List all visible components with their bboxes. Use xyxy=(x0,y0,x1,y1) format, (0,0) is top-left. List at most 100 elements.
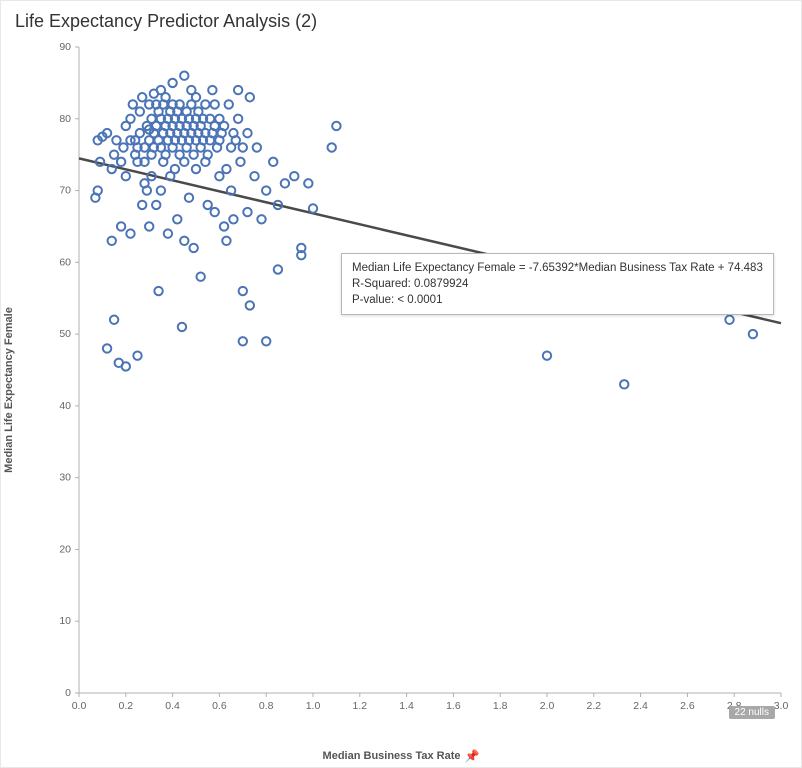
data-point[interactable] xyxy=(138,201,146,209)
data-point[interactable] xyxy=(243,208,251,216)
data-point[interactable] xyxy=(274,265,282,273)
svg-text:0.2: 0.2 xyxy=(118,700,133,712)
data-point[interactable] xyxy=(257,215,265,223)
svg-text:1.4: 1.4 xyxy=(399,700,414,712)
data-point[interactable] xyxy=(171,165,179,173)
data-point[interactable] xyxy=(117,158,125,166)
data-point[interactable] xyxy=(250,172,258,180)
data-point[interactable] xyxy=(332,122,340,130)
data-point[interactable] xyxy=(749,330,757,338)
data-point[interactable] xyxy=(122,362,130,370)
svg-text:2.6: 2.6 xyxy=(680,700,695,712)
nulls-badge[interactable]: 22 nulls xyxy=(729,706,775,719)
data-point[interactable] xyxy=(122,172,130,180)
data-point[interactable] xyxy=(253,143,261,151)
chart-container: Life Expectancy Predictor Analysis (2) M… xyxy=(0,0,802,768)
svg-text:10: 10 xyxy=(59,615,71,627)
data-point[interactable] xyxy=(180,237,188,245)
data-point[interactable] xyxy=(220,222,228,230)
regression-tooltip: Median Life Expectancy Female = -7.65392… xyxy=(341,253,774,315)
data-point[interactable] xyxy=(189,244,197,252)
svg-text:1.0: 1.0 xyxy=(306,700,321,712)
data-point[interactable] xyxy=(262,186,270,194)
data-point[interactable] xyxy=(239,143,247,151)
tooltip-equation: Median Life Expectancy Female = -7.65392… xyxy=(352,260,763,276)
svg-text:0.8: 0.8 xyxy=(259,700,274,712)
data-point[interactable] xyxy=(229,215,237,223)
data-point[interactable] xyxy=(157,186,165,194)
data-point[interactable] xyxy=(225,100,233,108)
data-point[interactable] xyxy=(133,351,141,359)
y-axis-label: Median Life Expectancy Female xyxy=(3,307,15,473)
svg-text:3.0: 3.0 xyxy=(774,700,789,712)
data-point[interactable] xyxy=(246,301,254,309)
data-point[interactable] xyxy=(189,150,197,158)
svg-text:2.0: 2.0 xyxy=(540,700,555,712)
data-point[interactable] xyxy=(108,237,116,245)
svg-text:1.8: 1.8 xyxy=(493,700,508,712)
data-point[interactable] xyxy=(725,316,733,324)
data-point[interactable] xyxy=(192,93,200,101)
data-point[interactable] xyxy=(239,287,247,295)
data-point[interactable] xyxy=(234,115,242,123)
data-point[interactable] xyxy=(110,150,118,158)
data-point[interactable] xyxy=(129,100,137,108)
data-point[interactable] xyxy=(154,287,162,295)
plot-area: 01020304050607080900.00.20.40.60.81.01.2… xyxy=(55,43,795,723)
data-point[interactable] xyxy=(126,229,134,237)
svg-text:1.6: 1.6 xyxy=(446,700,461,712)
data-point[interactable] xyxy=(204,201,212,209)
data-point[interactable] xyxy=(180,72,188,80)
tooltip-rsquared: R-Squared: 0.0879924 xyxy=(352,276,763,292)
data-point[interactable] xyxy=(269,158,277,166)
data-point[interactable] xyxy=(222,165,230,173)
data-point[interactable] xyxy=(168,79,176,87)
data-point[interactable] xyxy=(304,179,312,187)
svg-text:40: 40 xyxy=(59,400,71,412)
data-point[interactable] xyxy=(136,107,144,115)
data-point[interactable] xyxy=(201,100,209,108)
chart-title: Life Expectancy Predictor Analysis (2) xyxy=(15,11,317,32)
pin-icon[interactable]: 📌 xyxy=(465,749,480,763)
data-point[interactable] xyxy=(173,215,181,223)
data-point[interactable] xyxy=(152,201,160,209)
data-point[interactable] xyxy=(215,172,223,180)
data-point[interactable] xyxy=(185,194,193,202)
svg-text:1.2: 1.2 xyxy=(352,700,367,712)
data-point[interactable] xyxy=(119,143,127,151)
data-point[interactable] xyxy=(103,344,111,352)
data-point[interactable] xyxy=(136,129,144,137)
data-point[interactable] xyxy=(222,237,230,245)
data-point[interactable] xyxy=(281,179,289,187)
data-point[interactable] xyxy=(196,272,204,280)
data-point[interactable] xyxy=(234,86,242,94)
data-point[interactable] xyxy=(208,86,216,94)
data-point[interactable] xyxy=(180,158,188,166)
data-point[interactable] xyxy=(112,136,120,144)
svg-text:2.2: 2.2 xyxy=(586,700,601,712)
data-point[interactable] xyxy=(110,316,118,324)
chart-svg: 01020304050607080900.00.20.40.60.81.01.2… xyxy=(55,43,795,723)
data-point[interactable] xyxy=(246,93,254,101)
data-point[interactable] xyxy=(126,115,134,123)
data-point[interactable] xyxy=(620,380,628,388)
data-point[interactable] xyxy=(328,143,336,151)
data-point[interactable] xyxy=(211,100,219,108)
data-point[interactable] xyxy=(239,337,247,345)
data-point[interactable] xyxy=(192,165,200,173)
data-point[interactable] xyxy=(138,93,146,101)
data-point[interactable] xyxy=(211,208,219,216)
data-point[interactable] xyxy=(164,229,172,237)
data-point[interactable] xyxy=(117,222,125,230)
data-point[interactable] xyxy=(543,351,551,359)
data-point[interactable] xyxy=(145,222,153,230)
data-point[interactable] xyxy=(243,129,251,137)
data-point[interactable] xyxy=(236,158,244,166)
data-point[interactable] xyxy=(309,204,317,212)
svg-text:60: 60 xyxy=(59,256,71,268)
data-point[interactable] xyxy=(290,172,298,180)
x-axis-label: Median Business Tax Rate 📌 xyxy=(323,749,480,763)
data-point[interactable] xyxy=(178,323,186,331)
svg-text:50: 50 xyxy=(59,328,71,340)
data-point[interactable] xyxy=(262,337,270,345)
